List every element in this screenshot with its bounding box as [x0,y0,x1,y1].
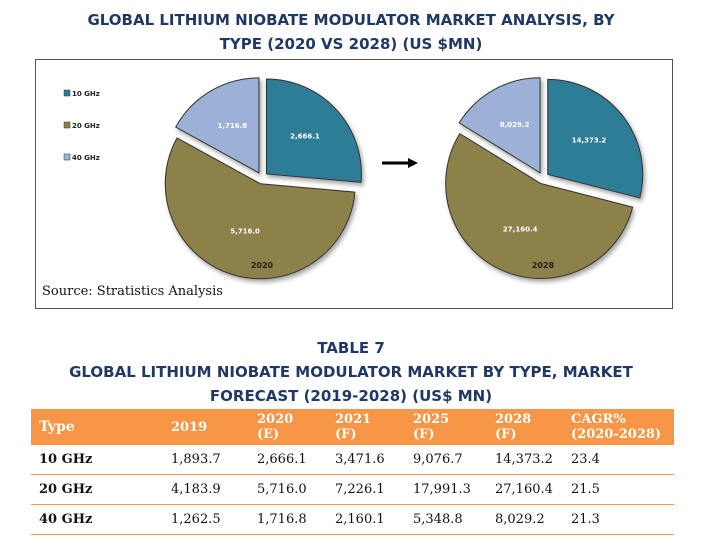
legend-label: 10 GHz [72,90,100,98]
table-cell: 4,183.9 [167,474,253,505]
table-cell: 2,666.1 [253,445,331,475]
table-title-line-1: GLOBAL LITHIUM NIOBATE MODULATOR MARKET … [69,363,633,381]
slice-label: 2,666.1 [290,133,320,141]
table-cell: 2,160.1 [331,504,409,535]
pie-slice [458,77,541,174]
source-note: Source: Stratistics Analysis [42,284,223,299]
table-header-row: Type 2019 2020 (E) 2021 (F) 2025 (F) 2028 (F… [31,409,674,445]
slice-label: 8,029.2 [500,121,530,129]
legend-label: 20 GHz [72,122,100,130]
table-number: TABLE 7 [317,339,385,357]
header-2025: 2025 (F) [409,409,491,445]
table-row: 20 GHz 4,183.9 5,716.0 7,226.1 17,991.3 … [31,474,674,505]
pie-slice [175,77,260,174]
table-cell: 21.5 [567,474,674,505]
legend-swatch [63,89,71,97]
table-cell: 1,893.7 [167,445,253,475]
pie-slice [164,137,356,280]
slice-label: 27,160.4 [503,226,538,234]
arrow-icon [382,158,418,168]
pie-slice [547,78,644,199]
pie-charts: 10 GHz 20 GHz 40 GHz 2,666.1 5,716.0 1,716.8… [63,77,644,280]
table-cell: 40 GHz [31,504,167,535]
table-cell: 9,076.7 [409,445,491,475]
table-cell: 8,029.2 [491,504,567,535]
table-cell: 20 GHz [31,474,167,505]
slice-label: 5,716.0 [230,228,260,236]
page-title-line-1: GLOBAL LITHIUM NIOBATE MODULATOR MARKET … [87,11,615,29]
header-cagr: CAGR% (2020-2028) [567,409,674,445]
header-type: Type [31,409,167,445]
pie-slice [265,78,362,183]
chart-panel: 10 GHz 20 GHz 40 GHz 2,666.1 5,716.0 1,716.8… [35,59,673,309]
table-cell: 1,716.8 [253,504,331,535]
header-2028: 2028 (F) [491,409,567,445]
slice-label: 14,373.2 [572,136,607,144]
header-2021: 2021 (F) [331,409,409,445]
legend-swatch [63,153,71,161]
table-row: 10 GHz 1,893.7 2,666.1 3,471.6 9,076.7 1… [31,445,674,475]
pie-year-label: 2020 [251,261,274,270]
table-cell: 3,471.6 [331,445,409,475]
table-cell: 7,226.1 [331,474,409,505]
table-cell: 5,716.0 [253,474,331,505]
table-cell: 23.4 [567,445,674,475]
market-table: Type 2019 2020 (E) 2021 (F) 2025 (F) 2028 (F… [31,409,674,535]
table-row: 40 GHz 1,262.5 1,716.8 2,160.1 5,348.8 8… [31,504,674,535]
table-title-line-2: FORECAST (2019-2028) (US$ MN) [209,387,493,405]
pie-year-label: 2028 [532,261,555,270]
table-cell: 21.3 [567,504,674,535]
pie-slice [445,132,634,279]
table-cell: 5,348.8 [409,504,491,535]
legend-label: 40 GHz [72,154,100,162]
header-2020: 2020 (E) [253,409,331,445]
table-title: TABLE 7 GLOBAL LITHIUM NIOBATE MODULATOR… [0,336,702,408]
legend-swatch [63,121,71,129]
page-title-line-2: TYPE (2020 VS 2028) (US $MN) [219,35,483,53]
pie-chart-2028: 14,373.2 27,160.4 8,029.2 2028 [445,77,644,279]
table-cell: 27,160.4 [491,474,567,505]
table-cell: 17,991.3 [409,474,491,505]
table-cell: 10 GHz [31,445,167,475]
chart-legend: 10 GHz 20 GHz 40 GHz [63,89,100,162]
header-2019: 2019 [167,409,253,445]
pie-chart-2020: 2,666.1 5,716.0 1,716.8 2020 [164,77,362,280]
slice-label: 1,716.8 [218,122,248,130]
page-title: GLOBAL LITHIUM NIOBATE MODULATOR MARKET … [0,8,702,56]
table-cell: 1,262.5 [167,504,253,535]
table-cell: 14,373.2 [491,445,567,475]
